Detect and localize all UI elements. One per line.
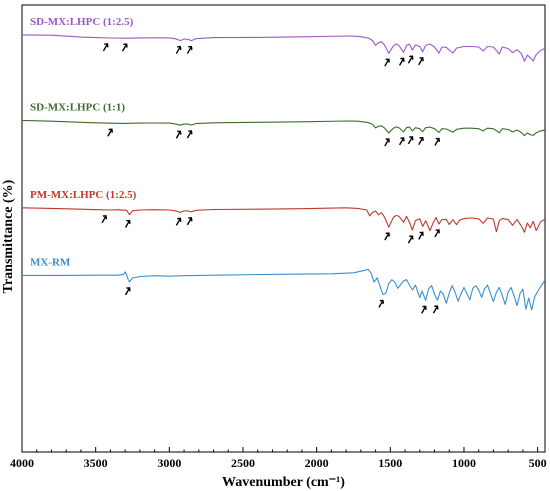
x-tick-label: 3500 xyxy=(84,456,108,470)
plot-area xyxy=(21,4,546,453)
peak-arrow xyxy=(432,305,439,314)
x-tick-label: 3000 xyxy=(157,456,181,470)
peak-arrow xyxy=(186,130,193,139)
series-label: MX-RM xyxy=(30,256,71,268)
peak-arrow xyxy=(378,299,385,308)
peak-arrow xyxy=(384,232,390,241)
spectrum-line-1 xyxy=(21,119,546,137)
peak-arrow xyxy=(434,137,441,146)
peak-arrow xyxy=(418,231,424,240)
peak-arrow xyxy=(418,57,424,66)
peak-arrow xyxy=(124,219,131,228)
peak-arrow xyxy=(107,128,113,137)
peak-arrow xyxy=(384,58,390,67)
series-label: SD-MX:LHPC (1:2.5) xyxy=(30,16,134,28)
spectrum-line-0 xyxy=(21,34,546,62)
peak-arrow xyxy=(407,136,414,145)
x-tick-label: 2000 xyxy=(305,456,329,470)
peak-arrow xyxy=(186,217,193,226)
peak-arrow xyxy=(398,137,405,146)
peak-arrow xyxy=(175,130,182,139)
x-tick-label: 500 xyxy=(529,456,547,470)
peak-arrow xyxy=(407,235,414,244)
series-labels: SD-MX:LHPC (1:2.5) SD-MX:LHPC (1:1) PM-MX:… xyxy=(30,16,137,268)
peak-arrow xyxy=(124,287,131,296)
x-axis: 4000 3500 3000 2500 2000 1500 1000 500 xyxy=(10,447,547,470)
x-tick-label: 1500 xyxy=(378,456,402,470)
x-axis-title: Wavenumber (cm⁻¹) xyxy=(222,475,345,490)
spectrum-line-3 xyxy=(22,268,546,311)
peak-arrow xyxy=(175,45,182,54)
peak-arrow xyxy=(384,138,390,147)
peak-arrow xyxy=(101,215,108,224)
peak-arrow xyxy=(407,55,414,64)
peak-arrows xyxy=(101,43,441,314)
series-label: PM-MX:LHPC (1:2.5) xyxy=(30,189,137,201)
x-tick-label: 2500 xyxy=(231,456,255,470)
peak-arrow xyxy=(186,45,193,54)
spectra-traces xyxy=(21,34,546,311)
peak-arrow xyxy=(434,229,441,238)
x-tick-label: 4000 xyxy=(10,456,34,470)
x-tick-label: 1000 xyxy=(452,456,476,470)
peak-arrow xyxy=(398,57,405,66)
spectrum-line-2 xyxy=(21,207,546,233)
plot-frame xyxy=(21,4,546,453)
peak-arrow xyxy=(421,305,427,314)
y-axis-title: Transmittance (%) xyxy=(1,179,16,293)
peak-arrow xyxy=(102,43,109,52)
peak-arrow xyxy=(175,217,182,226)
peak-arrow xyxy=(418,136,424,146)
peak-arrow xyxy=(121,43,128,52)
series-label: SD-MX:LHPC (1:1) xyxy=(30,101,125,113)
